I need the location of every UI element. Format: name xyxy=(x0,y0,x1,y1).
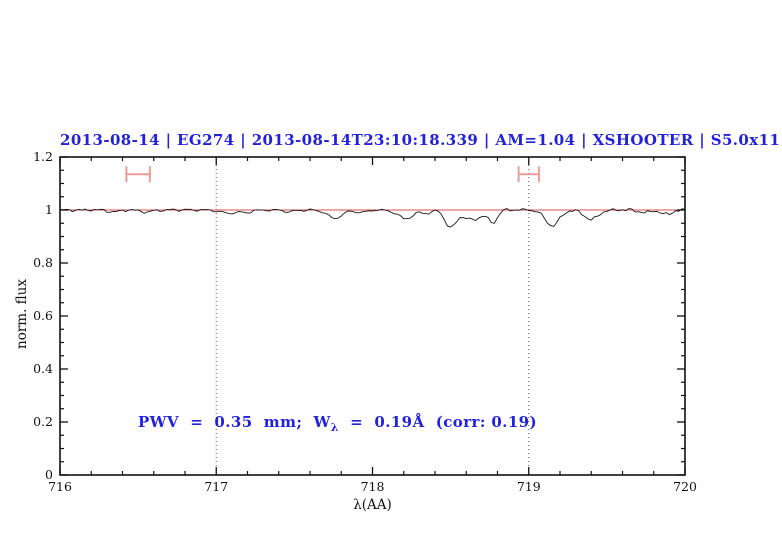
y-tick-label: 0.8 xyxy=(33,255,53,270)
observed-spectrum-line xyxy=(59,208,686,228)
y-tick-label: 1.2 xyxy=(33,149,53,164)
y-tick-label: 1 xyxy=(45,202,53,217)
x-tick-label: 718 xyxy=(361,479,385,494)
pwv-annotation-text-left: PWV = 0.35 mm; W xyxy=(138,413,331,431)
x-tick-label: 719 xyxy=(517,479,541,494)
x-tick-label: 716 xyxy=(48,479,72,494)
pwv-annotation-text-right: = 0.19Å (corr: 0.19) xyxy=(338,413,538,431)
y-tick-label: 0.4 xyxy=(33,361,53,376)
x-tick-label: 717 xyxy=(204,479,228,494)
y-tick-label: 0.2 xyxy=(33,414,53,429)
pwv-annotation: PWV = 0.35 mm; Wλ = 0.19Å (corr: 0.19) xyxy=(138,413,537,434)
x-axis-label: λ(AA) xyxy=(353,497,392,513)
pwv-annotation-lambda-subscript: λ xyxy=(330,421,339,434)
plot-title: 2013-08-14 | EG274 | 2013-08-14T23:10:18… xyxy=(60,131,781,149)
y-tick-label: 0.6 xyxy=(33,308,53,323)
y-tick-label: 0 xyxy=(45,467,53,482)
y-axis-label: norm. flux xyxy=(14,279,30,349)
x-tick-label: 720 xyxy=(673,479,697,494)
